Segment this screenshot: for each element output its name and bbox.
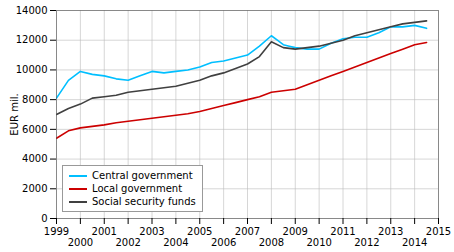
svg-text:EUR mil.: EUR mil.: [9, 93, 20, 135]
html-text:Social security funds: Social security funds: [92, 196, 196, 207]
svg-text:2003: 2003: [139, 226, 164, 237]
svg-text:2009: 2009: [283, 226, 308, 237]
svg-text:2001: 2001: [92, 226, 117, 237]
svg-text:2007: 2007: [235, 226, 260, 237]
svg-text:2014: 2014: [402, 237, 427, 248]
svg-text:2013: 2013: [378, 226, 403, 237]
svg-text:2010: 2010: [306, 237, 331, 248]
svg-text:2000: 2000: [22, 183, 47, 194]
svg-text:2011: 2011: [330, 226, 355, 237]
svg-text:8000: 8000: [22, 94, 47, 105]
svg-text:12000: 12000: [16, 34, 48, 45]
svg-text:1999: 1999: [44, 226, 69, 237]
svg-text:2005: 2005: [187, 226, 212, 237]
svg-text:2008: 2008: [259, 237, 284, 248]
svg-text:4000: 4000: [22, 153, 47, 164]
svg-text:2004: 2004: [163, 237, 188, 248]
html-text:Local government: Local government: [92, 183, 183, 194]
svg-text:2000: 2000: [68, 237, 93, 248]
svg-text:0: 0: [41, 213, 47, 224]
svg-text:2002: 2002: [115, 237, 140, 248]
html-text:Central government: Central government: [92, 170, 193, 181]
svg-text:10000: 10000: [16, 64, 48, 75]
svg-text:2006: 2006: [211, 237, 236, 248]
svg-text:2015: 2015: [426, 226, 451, 237]
svg-text:14000: 14000: [16, 5, 48, 16]
svg-text:2012: 2012: [354, 237, 379, 248]
svg-text:6000: 6000: [22, 124, 47, 135]
